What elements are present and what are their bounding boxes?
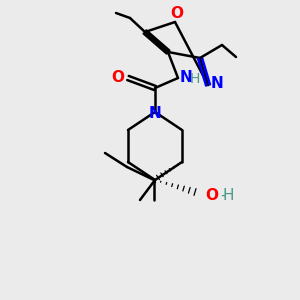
Text: O: O (112, 70, 124, 85)
Text: N: N (148, 106, 161, 121)
Text: -: - (220, 188, 226, 202)
Text: H: H (190, 72, 200, 86)
Text: O: O (170, 5, 184, 20)
Text: O: O (206, 188, 218, 202)
Text: H: H (222, 188, 234, 202)
Text: N: N (211, 76, 224, 92)
Text: N: N (180, 70, 192, 86)
